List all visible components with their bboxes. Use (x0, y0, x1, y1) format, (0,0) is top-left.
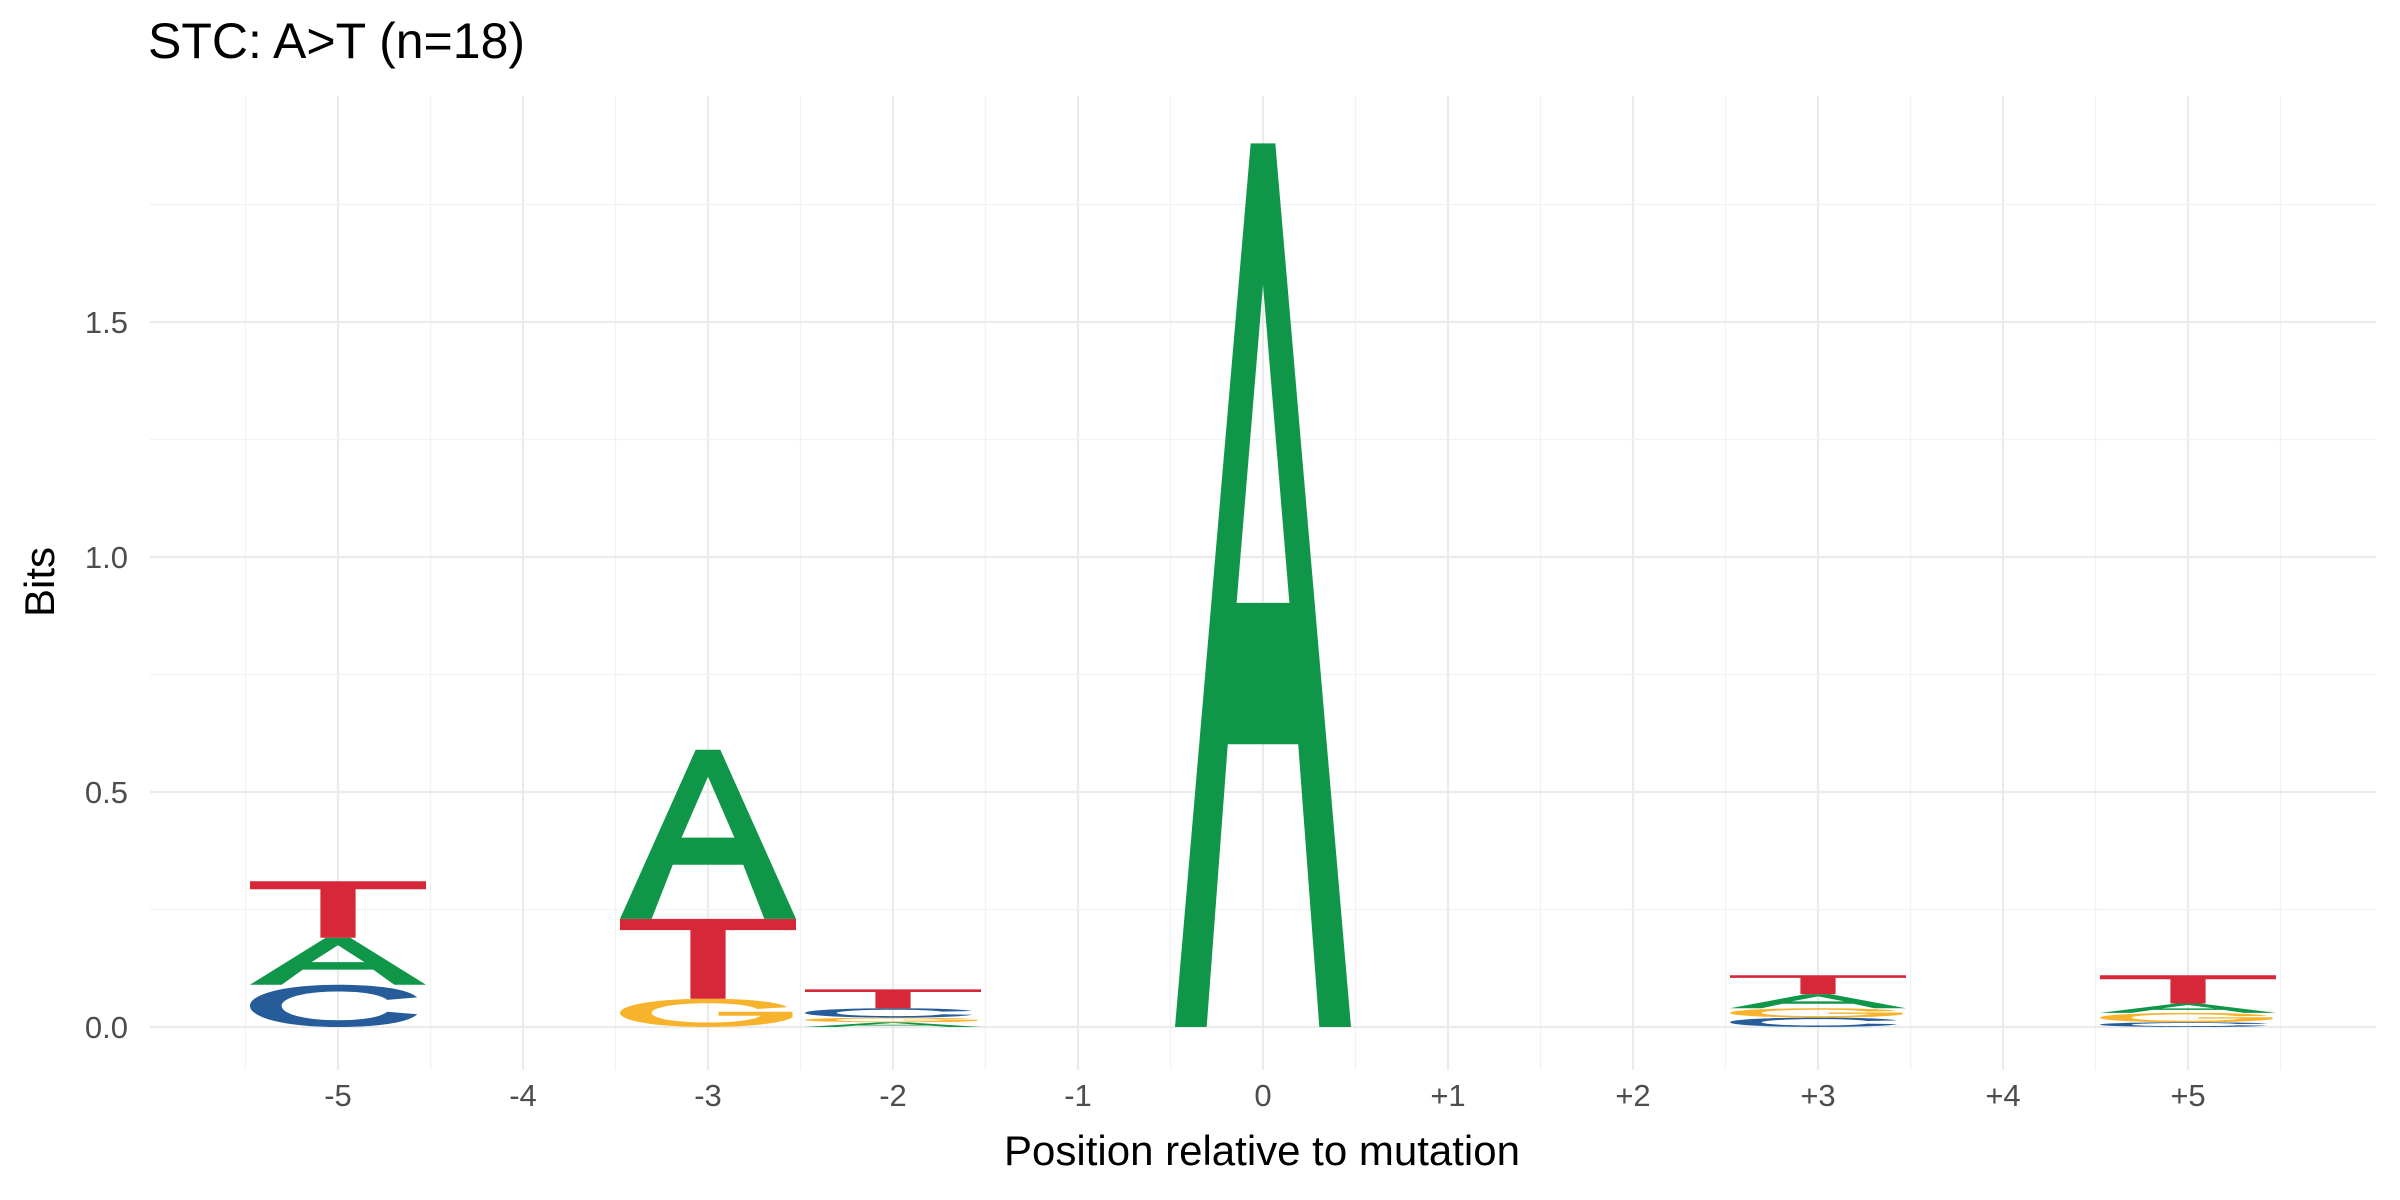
letter-g-mark (1730, 1008, 1903, 1018)
x-tick-label: +2 (1615, 1078, 1650, 1113)
letter-a-mark (1175, 143, 1351, 1027)
x-tick-label: 0 (1254, 1078, 1271, 1113)
x-tick-label: -3 (694, 1078, 722, 1113)
x-tick-label: +5 (2170, 1078, 2205, 1113)
letter-a-mark (1730, 994, 1906, 1009)
y-tick-label: 1.5 (85, 305, 128, 340)
x-tick-label: +3 (1800, 1078, 1835, 1113)
y-tick-label: 0.0 (85, 1010, 128, 1045)
letter-c-mark (250, 984, 418, 1027)
letter-c-mark (1730, 1017, 1898, 1027)
y-axis-title: Bits (16, 547, 63, 617)
x-tick-label: -2 (879, 1078, 907, 1113)
chart-title: STC: A>T (n=18) (148, 13, 526, 69)
letter-a-mark (805, 1022, 981, 1027)
logo-letters (250, 143, 2276, 1027)
letter-a-mark (620, 749, 796, 919)
letter-g-mark (620, 998, 793, 1027)
x-axis-title: Position relative to mutation (1004, 1127, 1520, 1174)
x-tick-label: +1 (1430, 1078, 1465, 1113)
y-tick-label: 0.5 (85, 775, 128, 810)
x-tick-label: +4 (1985, 1078, 2020, 1113)
x-tick-label: -1 (1064, 1078, 1092, 1113)
letter-t-mark (620, 918, 796, 999)
letter-t-mark (1730, 975, 1906, 995)
letter-g-mark (2100, 1012, 2273, 1023)
y-axis-ticks: 0.0 0.5 1.0 1.5 (85, 305, 128, 1045)
letter-a-mark (2100, 1003, 2276, 1013)
letter-g-mark (805, 1017, 978, 1023)
x-tick-label: -5 (324, 1078, 352, 1113)
letter-c-mark (2100, 1022, 2268, 1027)
y-tick-label: 1.0 (85, 540, 128, 575)
x-tick-label: -4 (509, 1078, 537, 1113)
letter-c-mark (805, 1008, 973, 1018)
letter-t-mark (805, 989, 981, 1009)
x-axis-ticks: -5 -4 -3 -2 -1 0 +1 +2 +3 +4 +5 (324, 1078, 2205, 1113)
letter-t-mark (250, 881, 426, 938)
grid-lines (150, 96, 2376, 1070)
letter-t-mark (2100, 975, 2276, 1004)
letter-a-mark (250, 937, 426, 985)
